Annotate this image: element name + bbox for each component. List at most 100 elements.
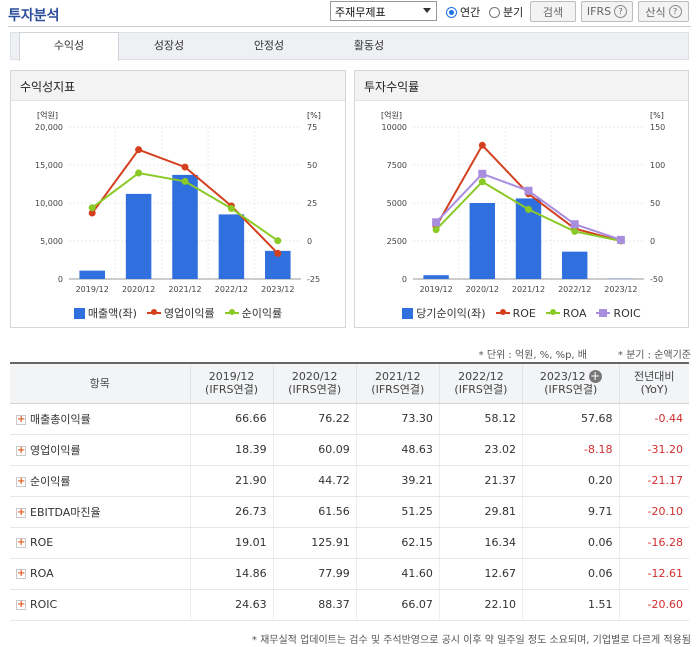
point-mark[interactable]	[432, 218, 441, 227]
profitability-chart-panel: 수익성지표 [억원] [%] 20,000 75 15,000 50 10,000 25 5,0…	[10, 70, 346, 328]
point-mark[interactable]	[571, 227, 579, 235]
chart-legend: 매출액(좌) 영업이익률 순이익률	[11, 305, 345, 321]
period-label: 2021/12	[374, 370, 421, 384]
expand-plus-icon[interactable]: +	[16, 568, 26, 579]
expand-plus-icon[interactable]: +	[16, 599, 26, 610]
left-unit-label: [억원]	[381, 110, 402, 120]
point-mark[interactable]	[432, 226, 440, 234]
period-label: 2019/12	[208, 370, 255, 384]
row-name[interactable]: + 영업이익률	[10, 434, 190, 466]
point-mark[interactable]	[227, 205, 235, 213]
chart-legend: 당기순이익(좌) ROE ROA ROIC	[355, 305, 688, 321]
legend-label: 순이익률	[241, 307, 283, 320]
point-mark[interactable]	[274, 249, 282, 257]
legend-item-sales[interactable]: 매출액(좌)	[73, 305, 137, 321]
bar-mark[interactable]	[125, 193, 152, 279]
table-cell: 88.37	[272, 589, 357, 621]
left-tick-label: 7500	[387, 161, 407, 170]
legend-item-op-margin[interactable]: 영업이익률	[146, 305, 215, 321]
row-label: 영업이익률	[30, 443, 81, 457]
point-mark[interactable]	[525, 205, 532, 213]
legend-item-roic[interactable]: ROIC	[596, 305, 641, 321]
legend-item-roe[interactable]: ROE	[495, 305, 536, 321]
expand-plus-icon[interactable]: +	[16, 444, 26, 456]
row-name[interactable]: + 순이익률	[10, 465, 190, 497]
yoy-cell: -16.28	[618, 527, 689, 559]
table-cell: 66.07	[355, 589, 440, 621]
bar-mark[interactable]	[561, 251, 588, 279]
bar-mark[interactable]	[218, 214, 245, 279]
row-name[interactable]: + ROIC	[10, 589, 190, 621]
legend-item-roa[interactable]: ROA	[545, 305, 586, 321]
point-mark[interactable]	[616, 235, 625, 244]
bar-mark[interactable]	[423, 275, 449, 279]
legend-label: 당기순이익(좌)	[416, 307, 486, 320]
point-mark[interactable]	[181, 163, 189, 171]
right-tick-label: 75	[307, 123, 317, 132]
radio-quarter[interactable]: 분기	[489, 4, 523, 20]
left-unit-label: [억원]	[37, 110, 58, 120]
header-period: 2023/12 + (IFRS연결)	[522, 363, 619, 404]
radio-annual-dot[interactable]	[446, 6, 457, 18]
radio-quarter-dot[interactable]	[489, 6, 500, 18]
point-mark[interactable]	[88, 209, 96, 217]
expand-plus-icon[interactable]: +	[16, 475, 26, 487]
legend-item-net-margin[interactable]: 순이익률	[224, 305, 283, 321]
point-mark[interactable]	[524, 186, 533, 195]
formula-button[interactable]: 산식 ?	[638, 1, 689, 22]
point-mark[interactable]	[181, 177, 189, 185]
yoy-label: 전년대비	[634, 370, 675, 384]
statement-select[interactable]: 주재무제표	[330, 1, 437, 21]
panel-title: 투자수익률	[355, 71, 688, 101]
expand-plus-icon[interactable]: +	[588, 369, 602, 384]
bar-mark[interactable]	[469, 203, 496, 279]
right-tick-label: 50	[650, 199, 660, 208]
row-name[interactable]: + EBITDA마진율	[10, 496, 190, 528]
x-tick-label: 2022/12	[558, 285, 591, 294]
expand-plus-icon[interactable]: +	[16, 537, 26, 548]
table-cell: 9.71	[522, 496, 619, 528]
tab-bar: 수익성 성장성 안정성 활동성	[10, 32, 689, 61]
expand-plus-icon[interactable]: +	[16, 413, 26, 425]
right-unit-label: [%]	[307, 111, 321, 120]
point-mark[interactable]	[478, 178, 486, 186]
row-name[interactable]: + ROA	[10, 558, 190, 590]
left-tick-label: 10,000	[35, 199, 63, 208]
legend-item-net-income[interactable]: 당기순이익(좌)	[402, 305, 486, 321]
bar-mark[interactable]	[79, 270, 105, 279]
yoy-sub-label: (YoY)	[640, 383, 668, 397]
tab-profitability[interactable]: 수익성	[19, 32, 119, 61]
table-row: + ROIC 24.63 88.37 66.07 22.10 1.51 -20.60	[10, 589, 689, 621]
bar-mark[interactable]	[172, 174, 198, 279]
tab-stability[interactable]: 안정성	[253, 39, 285, 52]
x-tick-label: 2019/12	[76, 285, 109, 294]
return-chart-panel: 투자수익률 [억원] [%] 10000 150 7500 100 5000 50 2500 0 0…	[354, 70, 689, 328]
table-cell: 39.21	[355, 465, 440, 497]
search-button[interactable]: 검색	[530, 1, 576, 22]
tab-activity[interactable]: 활동성	[353, 39, 385, 52]
point-mark[interactable]	[135, 169, 143, 177]
ifrs-button[interactable]: IFRS ?	[581, 1, 633, 22]
statement-select-value: 주재무제표	[335, 6, 386, 19]
x-tick-label: 2023/12	[261, 285, 294, 294]
basis-label: (IFRS연결)	[371, 383, 425, 397]
table-cell: 14.86	[189, 558, 274, 590]
point-mark[interactable]	[274, 237, 282, 245]
expand-plus-icon[interactable]: +	[16, 506, 26, 518]
square-swatch-icon	[596, 309, 611, 317]
row-name[interactable]: + 매출총이익률	[10, 403, 190, 435]
line-swatch-icon	[224, 309, 239, 315]
row-name[interactable]: + ROE	[10, 527, 190, 559]
point-mark[interactable]	[88, 204, 96, 212]
point-mark[interactable]	[478, 141, 486, 149]
period-label: 2023/12	[539, 370, 586, 384]
page-title: 투자분석	[8, 8, 60, 24]
table-cell: 19.01	[189, 527, 274, 559]
point-mark[interactable]	[478, 169, 487, 178]
table-cell: 61.56	[272, 496, 357, 528]
table-cell: 21.90	[189, 465, 274, 497]
tab-growth[interactable]: 성장성	[153, 39, 185, 52]
point-mark[interactable]	[570, 220, 579, 229]
radio-annual[interactable]: 연간	[446, 4, 480, 20]
point-mark[interactable]	[135, 146, 143, 154]
